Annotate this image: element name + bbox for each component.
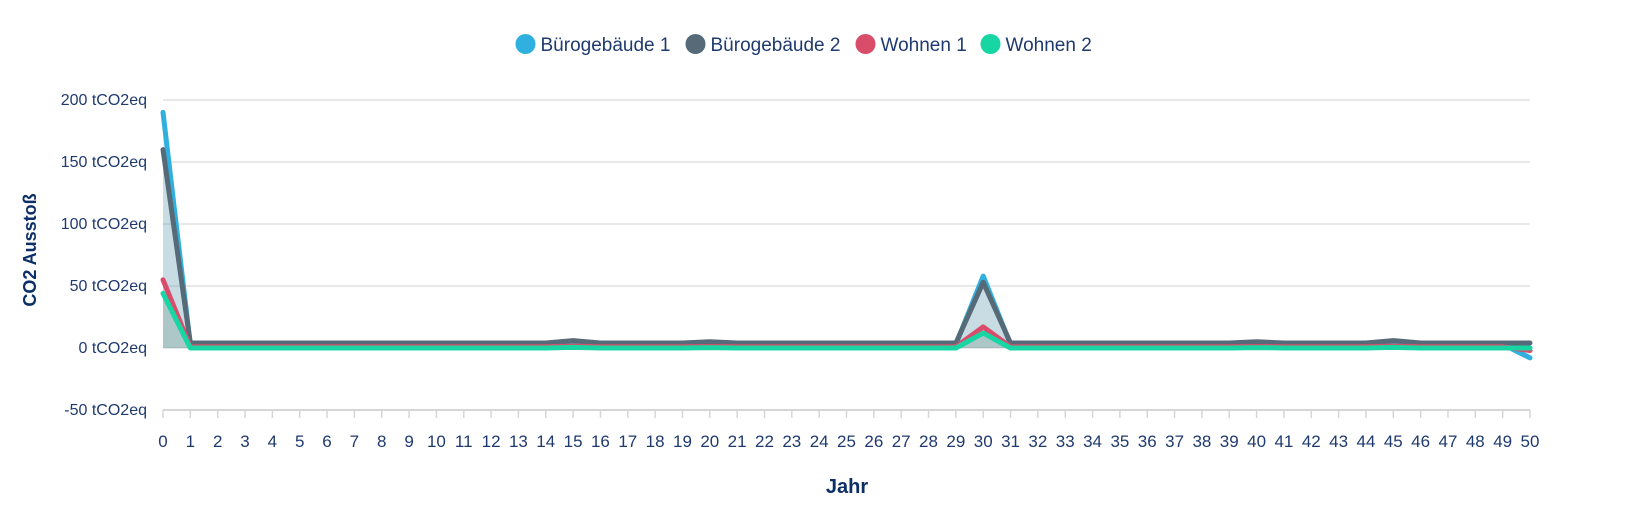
x-tick-label: 50	[1521, 432, 1540, 451]
x-tick-label: 5	[295, 432, 304, 451]
legend-label: Wohnen 2	[1006, 35, 1092, 56]
x-tick-label: 48	[1466, 432, 1485, 451]
x-tick-label: 25	[837, 432, 856, 451]
series-area-2	[163, 149, 1530, 348]
x-tick-label: 0	[158, 432, 167, 451]
series-line-3[interactable]	[160, 277, 1533, 353]
series-lines	[160, 109, 1533, 361]
x-tick-label: 35	[1110, 432, 1129, 451]
chart-legend[interactable]: Bürogebäude 1 Bürogebäude 2 Wohnen 1 Wohnen…	[515, 34, 1092, 56]
x-tick-label: 22	[755, 432, 774, 451]
series-line-2[interactable]	[160, 147, 1533, 346]
x-tick-label: 44	[1356, 432, 1375, 451]
y-axis-title: CO2 Ausstoß	[20, 193, 40, 306]
x-tick-label: 36	[1138, 432, 1157, 451]
x-tick-label: 42	[1302, 432, 1321, 451]
x-tick-label: 19	[673, 432, 692, 451]
x-tick-label: 49	[1493, 432, 1512, 451]
y-tick-label: 200 tCO2eq	[61, 92, 147, 109]
x-tick-label: 15	[564, 432, 583, 451]
x-tick-label: 27	[892, 432, 911, 451]
series-areas	[163, 112, 1530, 358]
x-tick-label: 26	[864, 432, 883, 451]
series-area-4	[163, 293, 1530, 348]
x-tick-label: 43	[1329, 432, 1348, 451]
x-tick-label: 31	[1001, 432, 1020, 451]
legend-marker-icon	[685, 34, 706, 54]
x-tick-label: 30	[974, 432, 993, 451]
x-tick-label: 13	[509, 432, 528, 451]
x-tick-label: 17	[618, 432, 637, 451]
x-tick-label: 24	[810, 432, 829, 451]
x-tick-label: 45	[1384, 432, 1403, 451]
x-tick-label: 46	[1411, 432, 1430, 451]
x-tick-label: 39	[1220, 432, 1239, 451]
y-tick-label: 0 tCO2eq	[79, 340, 147, 357]
x-tick-label: 4	[268, 432, 277, 451]
y-axis: -50 tCO2eq 0 tCO2eq 50 tCO2eq 100 tCO2eq 150…	[61, 92, 147, 419]
x-axis: 0 1 2 3 4 5 6 7 8 9 10 11 12 13 14 15 16 17 18 19 20 21 22 23 24…	[158, 409, 1540, 451]
grid-lines	[163, 99, 1530, 349]
x-tick-label: 41	[1274, 432, 1293, 451]
legend-item[interactable]: Bürogebäude 2	[685, 34, 841, 56]
x-tick-label: 21	[728, 432, 747, 451]
x-tick-label: 8	[377, 432, 386, 451]
x-tick-label: 2	[213, 432, 222, 451]
legend-label: Wohnen 1	[881, 35, 967, 56]
x-tick-label: 18	[646, 432, 665, 451]
legend-marker-icon	[855, 34, 876, 54]
legend-item[interactable]: Wohnen 2	[980, 34, 1092, 56]
x-tick-label: 38	[1192, 432, 1211, 451]
series-area-1	[163, 112, 1530, 358]
series-area-3	[163, 279, 1530, 351]
y-tick-label: -50 tCO2eq	[64, 402, 147, 419]
x-tick-label: 14	[536, 432, 555, 451]
series-line-4[interactable]	[160, 290, 1533, 351]
x-tick-label: 40	[1247, 432, 1266, 451]
x-tick-label: 47	[1439, 432, 1458, 451]
series-line-1[interactable]	[160, 109, 1533, 361]
x-tick-label: 6	[322, 432, 331, 451]
legend-label: Bürogebäude 1	[541, 35, 671, 56]
x-tick-label: 34	[1083, 432, 1102, 451]
x-tick-label: 7	[350, 432, 359, 451]
legend-item[interactable]: Bürogebäude 1	[515, 34, 671, 56]
x-tick-label: 1	[186, 432, 195, 451]
y-tick-label: 150 tCO2eq	[61, 154, 147, 171]
x-tick-label: 23	[782, 432, 801, 451]
x-tick-label: 12	[482, 432, 501, 451]
x-tick-label: 20	[700, 432, 719, 451]
x-tick-label: 33	[1056, 432, 1075, 451]
x-tick-label: 10	[427, 432, 446, 451]
x-tick-label: 16	[591, 432, 610, 451]
legend-item[interactable]: Wohnen 1	[855, 34, 967, 56]
x-tick-label: 11	[455, 432, 473, 451]
legend-marker-icon	[980, 34, 1001, 54]
x-tick-label: 9	[404, 432, 413, 451]
x-tick-label: 28	[919, 432, 938, 451]
legend-marker-icon	[515, 34, 536, 54]
legend-label: Bürogebäude 2	[711, 35, 841, 56]
x-tick-label: 29	[946, 432, 965, 451]
x-axis-title: Jahr	[826, 476, 868, 498]
x-tick-label: 37	[1165, 432, 1184, 451]
x-tick-label: 32	[1028, 432, 1047, 451]
y-tick-label: 100 tCO2eq	[61, 216, 147, 233]
x-tick-label: 3	[240, 432, 249, 451]
y-tick-label: 50 tCO2eq	[70, 278, 147, 295]
